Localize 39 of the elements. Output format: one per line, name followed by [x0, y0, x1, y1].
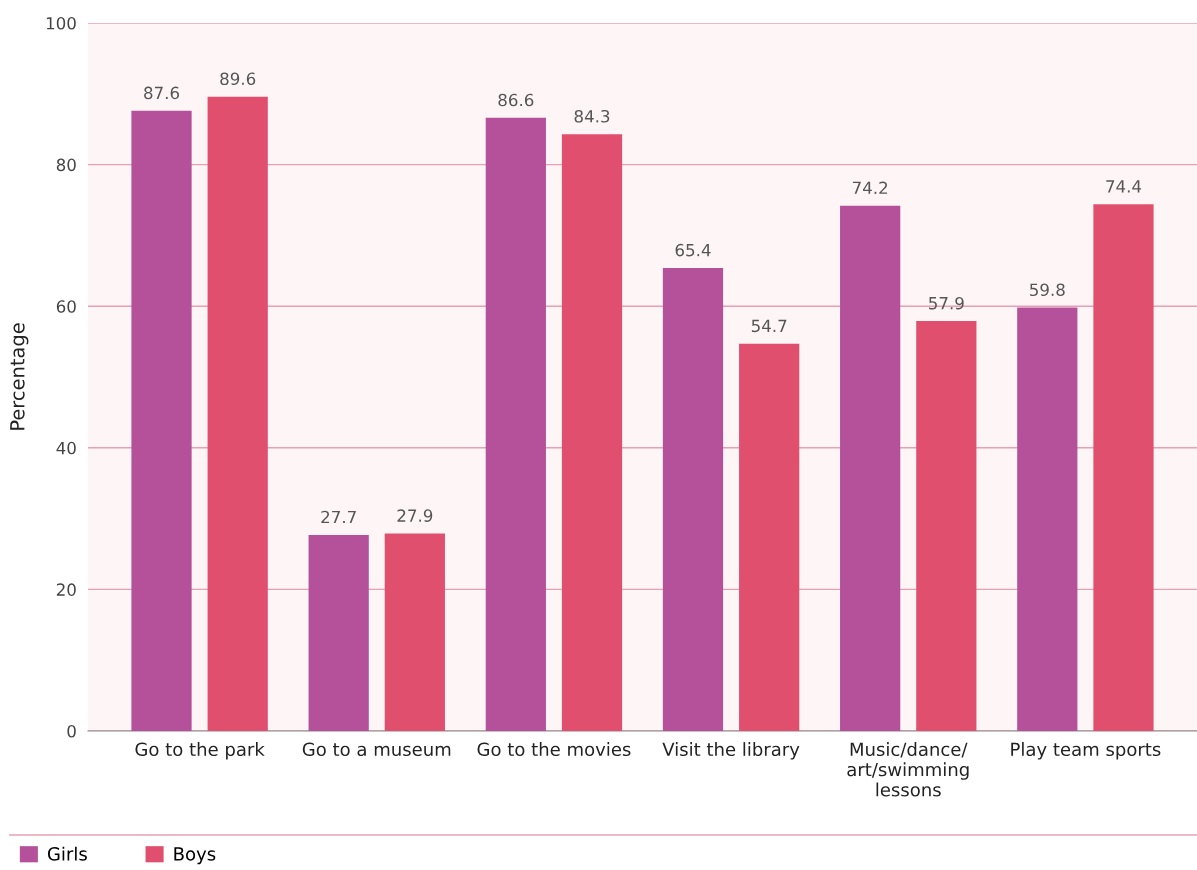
data-label: 65.4	[675, 243, 711, 257]
x-tick-label: Go to the park	[135, 742, 265, 760]
y-tick-label: 0	[67, 724, 76, 738]
bar	[561, 134, 623, 731]
data-label: 86.6	[498, 93, 534, 107]
bar	[308, 534, 369, 731]
y-axis-title: Percentage	[10, 323, 29, 430]
data-label: 27.7	[321, 510, 356, 524]
y-tick-label: 20	[56, 583, 76, 596]
x-tick-label: Go to the movies	[477, 742, 631, 757]
data-label: 74.2	[852, 181, 888, 194]
y-tick-label: 60	[56, 300, 76, 313]
x-tick-label: Play team sports	[1011, 742, 1161, 760]
data-label: 57.9	[929, 296, 964, 310]
bar	[384, 533, 445, 731]
bar	[739, 343, 800, 731]
legend-label: Girls	[47, 846, 87, 861]
x-tick-label: Music/dance/ art/swimming lessons	[847, 742, 969, 797]
bar	[131, 110, 192, 731]
bar	[1093, 204, 1154, 731]
data-label: 54.7	[751, 319, 787, 333]
data-label: 74.4	[1106, 180, 1142, 193]
data-label: 87.6	[144, 86, 180, 100]
x-tick-label: Visit the library	[662, 742, 800, 760]
bar	[840, 205, 901, 731]
bar	[1017, 307, 1078, 731]
bar	[916, 321, 977, 731]
legend-label: Boys	[174, 847, 216, 865]
y-tick-label: 100	[46, 16, 76, 30]
data-label: 27.9	[397, 509, 433, 522]
data-label: 59.8	[1030, 283, 1065, 297]
y-tick-label: 80	[56, 158, 76, 172]
bar	[662, 267, 724, 731]
y-tick-label: 40	[56, 441, 76, 455]
data-label: 84.3	[574, 109, 610, 123]
bar	[207, 96, 268, 731]
x-tick-label: Go to a museum	[302, 742, 451, 757]
bar	[485, 117, 546, 731]
data-label: 89.6	[220, 72, 256, 86]
